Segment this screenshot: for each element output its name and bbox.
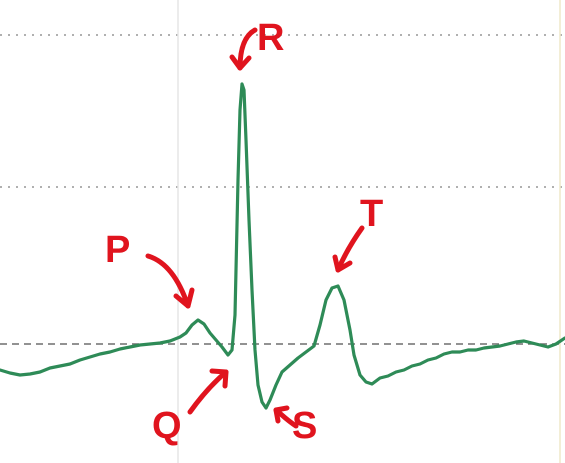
arrow-to-r-wave-icon xyxy=(229,27,258,71)
q-wave-label: Q xyxy=(152,405,182,447)
annotation-arrows xyxy=(145,27,365,429)
arrow-to-p-wave-icon xyxy=(145,253,195,309)
t-wave-label: T xyxy=(360,193,383,235)
s-wave-label: S xyxy=(292,405,317,447)
arrow-to-q-wave-icon xyxy=(187,368,229,415)
p-wave-label: P xyxy=(105,229,130,271)
arrow-to-t-wave-icon xyxy=(332,225,365,273)
arrow-to-s-wave-icon xyxy=(273,405,299,429)
wave-labels: P Q R S T xyxy=(105,17,383,447)
r-wave-label: R xyxy=(257,17,284,59)
ecg-trace xyxy=(0,82,565,410)
